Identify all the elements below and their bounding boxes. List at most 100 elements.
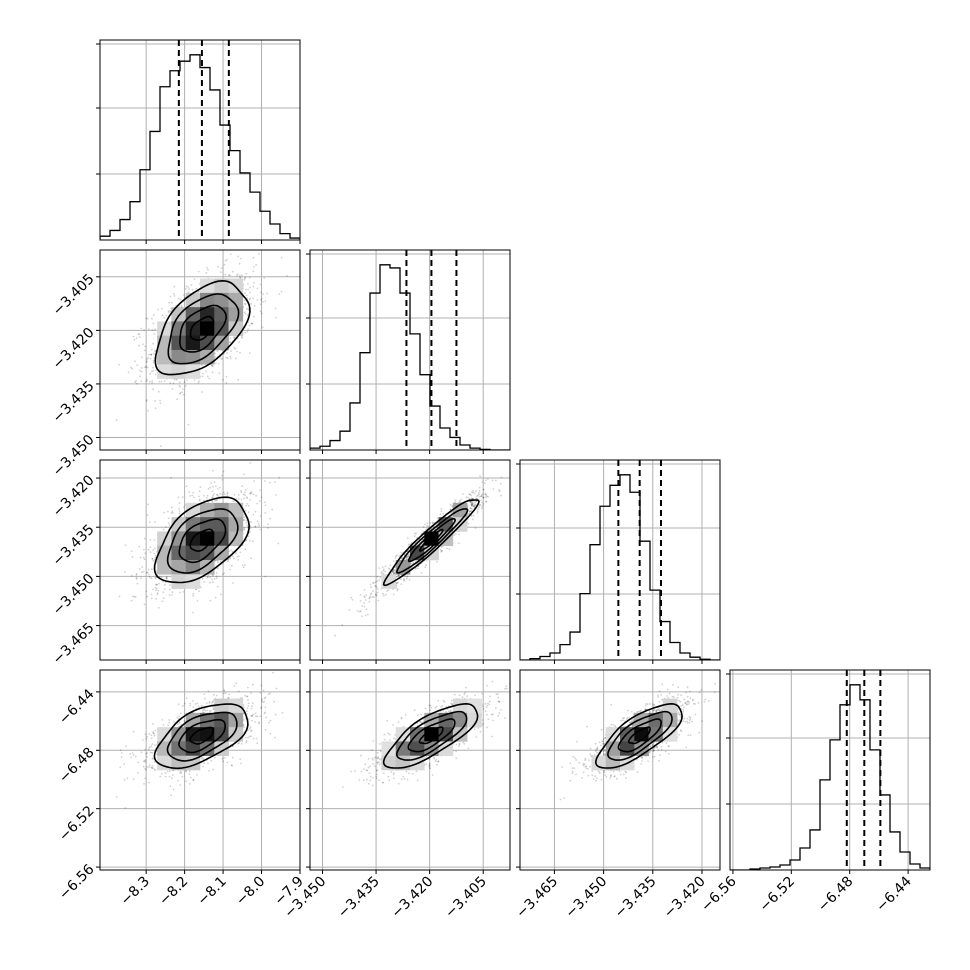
sample-point [248, 324, 251, 327]
sample-point [260, 291, 262, 294]
sample-point [139, 375, 141, 378]
sample-point [482, 488, 485, 491]
sample-point [162, 591, 165, 594]
sample-point [500, 476, 503, 479]
sample-point [398, 555, 401, 558]
sample-point [178, 721, 181, 723]
sample-point [392, 593, 395, 596]
sample-point [212, 708, 215, 711]
density-cell [185, 502, 201, 518]
sample-point [403, 578, 405, 580]
sample-point [482, 489, 485, 491]
sample-point [170, 506, 173, 509]
sample-point [154, 328, 157, 331]
sample-point [124, 544, 127, 547]
sample-point [140, 370, 143, 373]
sample-point [150, 593, 153, 596]
sample-point [205, 271, 208, 274]
sample-point [399, 578, 402, 581]
sample-point [119, 766, 122, 769]
sample-point [212, 496, 214, 499]
sample-point [258, 500, 261, 502]
sample-point [250, 492, 252, 495]
sample-point [229, 355, 232, 358]
histogram-step-line [310, 264, 510, 450]
sample-point [173, 285, 176, 288]
sample-point [184, 385, 187, 387]
sample-point [179, 392, 182, 394]
sample-point [244, 331, 247, 334]
sample-point [256, 520, 259, 523]
panel-frame [519, 459, 721, 661]
sample-point [236, 274, 238, 277]
sample-point [202, 372, 204, 375]
sample-point [243, 519, 246, 521]
y-tick-label: −3.450 [50, 432, 98, 480]
sample-point [473, 506, 476, 509]
sample-point [471, 503, 473, 505]
sample-point [250, 322, 253, 325]
sample-point [173, 292, 175, 295]
sample-point [397, 574, 400, 577]
sample-point [498, 489, 500, 491]
sample-point [482, 496, 485, 499]
sample-point [146, 317, 149, 320]
density-cell [200, 321, 215, 337]
sample-point [266, 292, 268, 295]
sample-point [273, 481, 276, 483]
sample-point [154, 577, 157, 580]
sample-point [154, 521, 156, 523]
sample-point [243, 491, 246, 494]
sample-point [400, 552, 402, 554]
sample-point [420, 572, 423, 574]
sample-point [469, 507, 472, 509]
sample-point [198, 490, 201, 493]
sample-point [154, 349, 157, 352]
sample-point [249, 462, 252, 464]
sample-point [255, 737, 258, 740]
sample-point [206, 375, 209, 378]
sample-point [481, 494, 483, 496]
sample-point [219, 271, 222, 274]
contour-0.5-sigma [418, 528, 444, 552]
sample-point [163, 511, 166, 514]
sample-point [442, 512, 445, 515]
sample-point [185, 285, 188, 288]
sample-point [368, 600, 371, 603]
sample-point [124, 571, 126, 573]
density-cell [228, 307, 244, 322]
sample-point [140, 367, 143, 369]
sample-point [250, 322, 253, 325]
sample-point [161, 307, 163, 310]
sample-point [203, 581, 206, 583]
sample-point [165, 526, 167, 528]
sample-point [245, 539, 248, 541]
sample-point [467, 522, 470, 525]
sample-point [248, 352, 251, 354]
sample-point [215, 362, 217, 365]
sample-point [249, 531, 251, 533]
sample-point [250, 303, 253, 305]
sample-point [244, 736, 247, 739]
sample-point [359, 610, 362, 613]
sample-point [264, 300, 267, 303]
contour-1-sigma [178, 518, 227, 564]
sample-point [218, 372, 221, 375]
sample-point [131, 367, 134, 370]
sample-point [391, 570, 394, 573]
sample-point [142, 556, 145, 559]
sample-point [169, 310, 172, 313]
sample-point [386, 590, 388, 592]
sample-point [134, 360, 137, 363]
sample-point [183, 702, 186, 705]
sample-point [228, 274, 230, 277]
sample-point [196, 702, 199, 705]
sample-point [363, 589, 366, 591]
sample-point [363, 595, 365, 598]
sample-point [165, 577, 168, 580]
sample-point [219, 560, 222, 563]
sample-point [229, 337, 232, 340]
sample-point [201, 375, 204, 378]
sample-point [136, 382, 138, 385]
sample-point [468, 493, 471, 496]
